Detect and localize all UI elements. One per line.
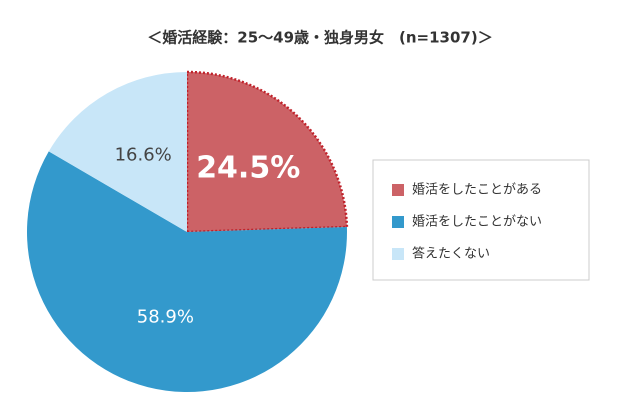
pie-slice [48, 72, 188, 232]
legend-label: 婚活をしたことがある [412, 183, 542, 198]
legend-label: 婚活をしたことがない [412, 215, 542, 230]
legend-swatch [392, 248, 404, 260]
legend-label: 答えたくない [412, 246, 490, 262]
legend-box [372, 159, 590, 281]
legend-swatch [392, 184, 404, 196]
pie-slice [26, 151, 347, 392]
legend-swatch [392, 216, 404, 228]
data-label: 16.6% [115, 145, 172, 166]
pie-slice [185, 70, 349, 234]
data-label: 24.5% [196, 150, 300, 185]
chart-title: ＜婚活経験：25～49歳・独身男女 (n=1307)＞ [147, 29, 492, 47]
data-label: 58.9% [137, 306, 194, 327]
